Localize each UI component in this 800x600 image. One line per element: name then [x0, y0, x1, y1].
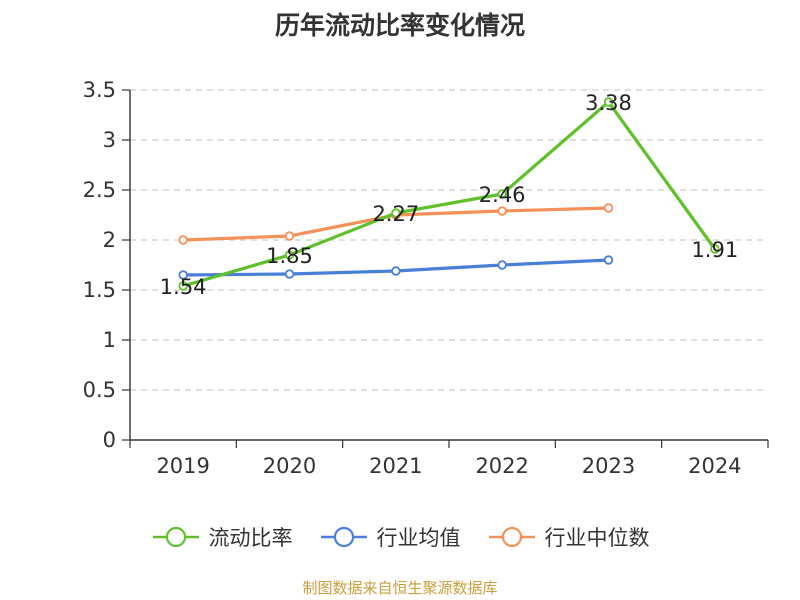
data-source-note: 制图数据来自恒生聚源数据库: [302, 579, 498, 597]
data-point: [284, 250, 295, 260]
x-tick-label: 2021: [369, 454, 422, 478]
legend-label: 行业均值: [376, 526, 461, 550]
legend-item[interactable]: 流动比率: [151, 522, 293, 552]
data-point: [603, 255, 614, 265]
legend-label: 行业中位数: [544, 526, 650, 550]
y-tick-label: 0.5: [83, 378, 116, 402]
data-point: [178, 281, 188, 291]
y-tick-label: 1: [103, 328, 116, 352]
data-point: [497, 189, 507, 199]
data-point: [497, 260, 507, 270]
x-tick-label: 2023: [582, 454, 635, 478]
data-label: 2.46: [479, 183, 526, 207]
x-tick-label: 2020: [263, 454, 316, 478]
legend-swatch: [152, 526, 199, 548]
legend-item[interactable]: 行业中位数: [487, 522, 650, 552]
x-tick-label: 2019: [156, 454, 209, 478]
y-tick-label: 2.5: [83, 178, 116, 202]
data-point: [284, 269, 295, 279]
data-label: 3.38: [585, 91, 632, 115]
data-point: [391, 208, 401, 218]
data-label: 1.85: [266, 244, 313, 268]
y-tick-label: 0: [103, 428, 116, 452]
y-tick-label: 3.5: [83, 78, 116, 102]
y-tick-label: 1.5: [83, 278, 116, 302]
chart-legend: 流动比率 行业均值 行业中位数: [0, 520, 800, 554]
y-tick-label: 3: [103, 128, 116, 152]
data-point: [284, 231, 295, 241]
legend-swatch: [320, 526, 367, 548]
data-point: [603, 203, 614, 213]
legend-marker: [333, 526, 354, 548]
legend-label: 流动比率: [208, 526, 293, 550]
data-point: [710, 244, 720, 254]
legend-item[interactable]: 行业均值: [319, 522, 461, 552]
data-point: [178, 270, 188, 280]
legend-marker: [165, 526, 186, 548]
legend-swatch: [488, 526, 535, 548]
data-label: 2.27: [372, 202, 419, 226]
x-tick-label: 2022: [475, 454, 528, 478]
data-point: [603, 97, 614, 107]
x-tick-label: 2024: [688, 454, 741, 478]
y-tick-label: 2: [103, 228, 116, 252]
data-point: [178, 235, 188, 245]
data-label: 1.91: [691, 238, 738, 262]
legend-marker: [501, 526, 522, 548]
data-label: 1.54: [160, 275, 207, 299]
data-point: [391, 266, 401, 276]
series-line-0: [182, 100, 717, 288]
chart-title: 历年流动比率变化情况: [274, 11, 525, 40]
data-point: [497, 206, 507, 216]
